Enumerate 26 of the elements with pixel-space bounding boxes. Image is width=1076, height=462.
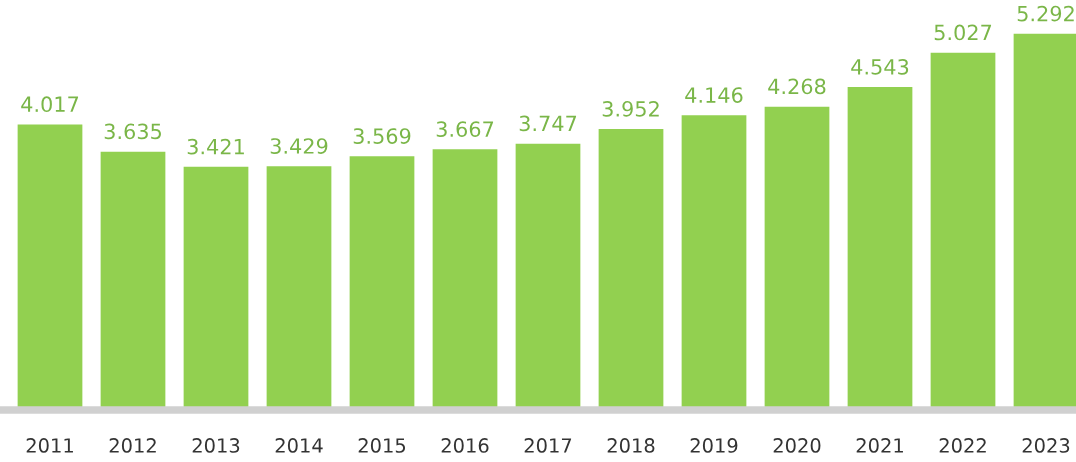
x-tick-label: 2016 [441, 438, 489, 453]
x-tick-label: 2017 [524, 438, 572, 453]
data-label: 4.146 [685, 87, 743, 103]
x-tick-label: 2012 [109, 438, 156, 453]
data-label: 3.421 [187, 138, 244, 155]
x-tick-label: 2015 [358, 438, 406, 453]
x-tick-label: 2019 [690, 438, 738, 453]
data-label: 4.543 [851, 58, 909, 75]
data-label: 3.667 [436, 121, 494, 137]
x-tick-label: 2021 [856, 438, 903, 453]
x-tick-label: 2014 [275, 438, 323, 453]
x-tick-label: 2018 [607, 438, 655, 453]
data-label: 4.017 [21, 96, 79, 113]
data-label: 5.292 [1017, 5, 1074, 22]
data-label: 4.268 [768, 78, 826, 95]
x-tick-label: 2013 [192, 438, 240, 453]
x-tick-label: 2020 [773, 438, 821, 453]
x-tick-label: 2022 [939, 438, 986, 453]
data-label: 3.747 [519, 115, 577, 132]
data-label: 5.027 [934, 24, 992, 41]
x-tick-label: 2011 [26, 438, 73, 453]
data-label: 3.952 [602, 100, 659, 117]
data-label: 3.635 [104, 123, 161, 140]
data-label: 3.569 [353, 128, 411, 144]
x-tick-label: 2023 [1022, 438, 1070, 453]
data-label: 3.429 [270, 138, 328, 154]
